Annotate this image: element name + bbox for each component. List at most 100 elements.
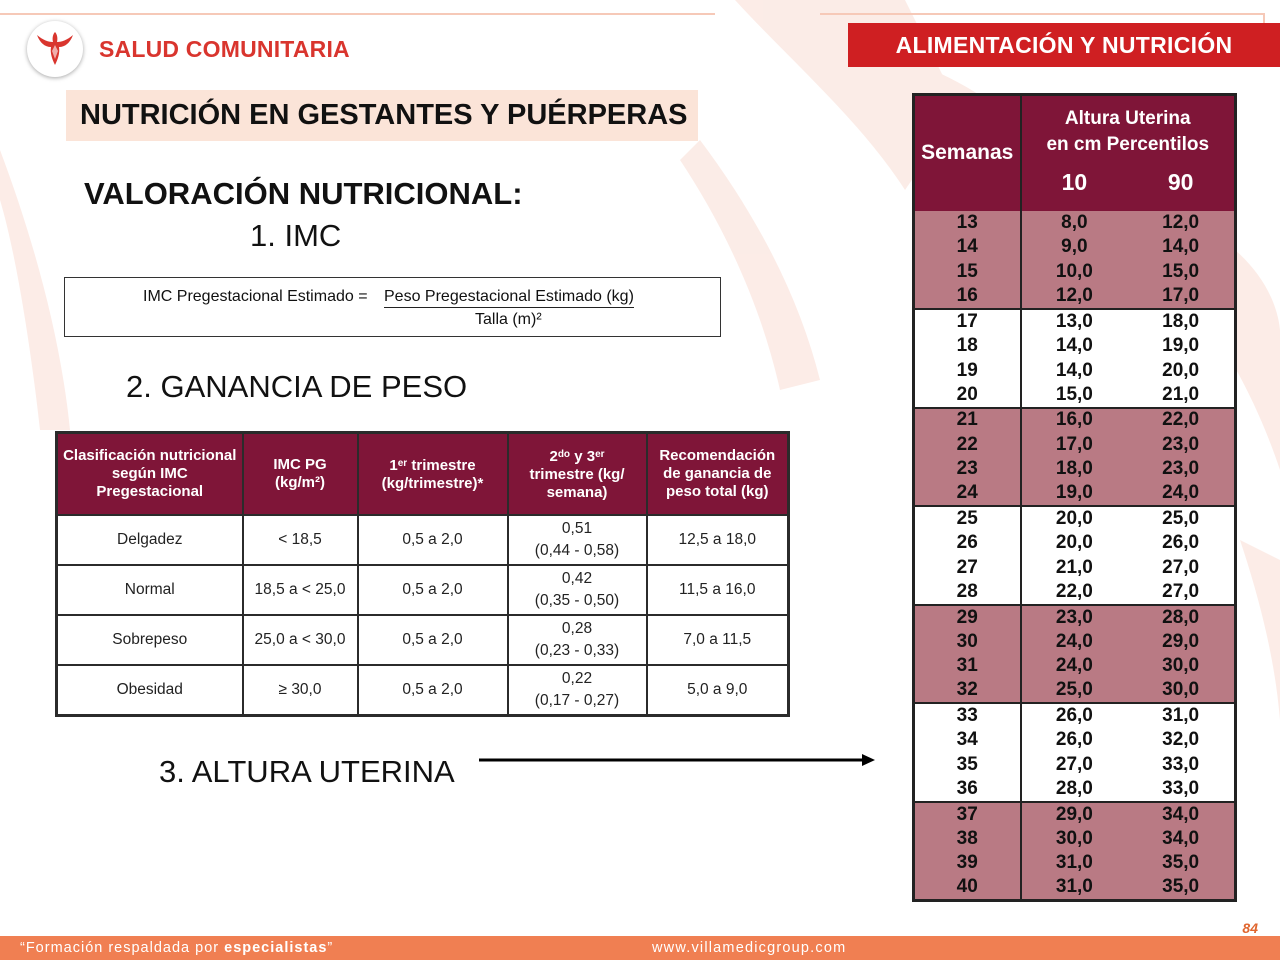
cell-total-gain: 11,5 a 16,0	[645, 563, 790, 616]
cell-p10: 30,0	[1020, 826, 1128, 852]
cell-p10: 12,0	[1020, 284, 1128, 310]
footer-bar: “Formación respaldada por especialistas”…	[0, 920, 1280, 960]
cell-p10: 14,0	[1020, 333, 1128, 359]
cell-week: 29	[913, 603, 1022, 630]
cell-total-gain: 5,0 a 9,0	[645, 663, 790, 716]
cell-week: 25	[913, 505, 1022, 531]
table-row: 20 15,0 21,0	[913, 382, 1236, 408]
cell-p10: 19,0	[1020, 481, 1128, 507]
table-row: 14 9,0 14,0	[913, 235, 1236, 260]
cell-p10: 10,0	[1020, 259, 1128, 285]
cell-p90: 26,0	[1127, 530, 1236, 556]
table-row: 38 30,0 34,0	[913, 826, 1236, 852]
formula-denominator: Talla (m)²	[475, 311, 542, 328]
cell-p90: 33,0	[1127, 777, 1236, 802]
cell-week: 21	[913, 406, 1022, 433]
cell-value: 0,51	[561, 519, 593, 537]
cell-p90: 28,0	[1127, 603, 1236, 630]
cell-p90: 14,0	[1127, 235, 1236, 260]
table-row: 30 24,0 29,0	[913, 629, 1236, 655]
cell-p10: 20,0	[1020, 505, 1128, 531]
cell-p90: 34,0	[1127, 826, 1236, 852]
table-row: 32 25,0 30,0	[913, 678, 1236, 704]
cell-p90: 33,0	[1127, 752, 1236, 778]
cell-p10: 13,0	[1020, 308, 1128, 334]
table-header-row: 10 90	[914, 164, 1236, 211]
cell-week: 22	[913, 432, 1022, 457]
table-row: 22 17,0 23,0	[913, 432, 1236, 457]
footer-tagline-close: ”	[327, 940, 334, 956]
cell-p90: 18,0	[1127, 308, 1236, 334]
column-header: IMC PG (kg/m²)	[241, 431, 359, 516]
cell-p90: 25,0	[1127, 505, 1236, 531]
cell-week: 36	[913, 777, 1022, 802]
footer-website-link[interactable]: www.villamedicgroup.com	[652, 940, 847, 956]
cell-p90: 19,0	[1127, 333, 1236, 359]
brand-name: SALUD COMUNITARIA	[99, 36, 350, 62]
cell-week: 18	[913, 333, 1022, 359]
cell-value: 0,42	[561, 569, 593, 587]
column-header-p90: 90	[1127, 164, 1236, 211]
cell-second-third-trimester: 0,28 (0,23 - 0,33)	[506, 613, 648, 666]
table-row: 26 20,0 26,0	[913, 530, 1236, 556]
header-line: 2	[549, 447, 558, 465]
cell-p90: 15,0	[1127, 259, 1236, 285]
cell-p10: 24,0	[1020, 629, 1128, 655]
cell-p10: 16,0	[1020, 406, 1128, 433]
section-tag: ALIMENTACIÓN Y NUTRICIÓN	[848, 23, 1280, 67]
weight-gain-table: Clasificación nutricional según IMC Preg…	[55, 431, 790, 717]
table-row: 40 31,0 35,0	[913, 875, 1236, 901]
cell-p10: 27,0	[1020, 752, 1128, 778]
cell-p90: 31,0	[1127, 702, 1236, 728]
cell-week: 14	[913, 235, 1022, 260]
slide-subtitle: NUTRICIÓN EN GESTANTES Y PUÉRPERAS	[66, 90, 698, 141]
top-decor-line	[820, 13, 1265, 15]
item-imc: 1. IMC	[250, 218, 342, 253]
column-header-weeks: Semanas	[913, 94, 1022, 211]
cell-p90: 24,0	[1127, 481, 1236, 507]
table-row: 13 8,0 12,0	[913, 210, 1236, 236]
cell-week: 16	[913, 284, 1022, 310]
uterine-height-table: Semanas Altura Uterina en cm Percentilos…	[912, 93, 1237, 902]
cell-second-third-trimester: 0,22 (0,17 - 0,27)	[506, 663, 648, 716]
cell-week: 26	[913, 530, 1022, 556]
cell-p90: 12,0	[1127, 210, 1236, 236]
cell-p90: 35,0	[1127, 875, 1236, 901]
header-line: trimestre	[407, 456, 476, 474]
table-row: Obesidad ≥ 30,0 0,5 a 2,0 0,22 (0,17 - 0,…	[55, 663, 790, 716]
cell-p10: 31,0	[1020, 875, 1128, 901]
formula-numerator: Peso Pregestacional Estimado (kg)	[384, 288, 634, 308]
cell-first-trimester: 0,5 a 2,0	[356, 563, 509, 616]
cell-week: 35	[913, 752, 1022, 778]
arrow-right-icon	[479, 754, 875, 766]
cell-p10: 24,0	[1020, 654, 1128, 679]
table-row: 17 13,0 18,0	[913, 308, 1236, 334]
cell-classification: Delgadez	[55, 513, 244, 566]
header-line: (kg/m²)	[275, 473, 325, 491]
cell-range: (0,17 - 0,27)	[534, 691, 620, 709]
header-line: IMC PG	[273, 455, 327, 473]
item-uterine-height: 3. ALTURA UTERINA	[159, 754, 455, 789]
cell-week: 39	[913, 851, 1022, 876]
header-line: 1	[389, 456, 398, 474]
slide-subtitle-text: NUTRICIÓN EN GESTANTES Y PUÉRPERAS	[80, 99, 688, 131]
cell-p10: 21,0	[1020, 555, 1128, 581]
formula-lhs: IMC Pregestacional Estimado =	[143, 288, 368, 305]
column-header: 1er trimestre (kg/trimestre)*	[356, 431, 509, 516]
cell-second-third-trimester: 0,51 (0,44 - 0,58)	[506, 513, 648, 566]
table-row: Normal 18,5 a < 25,0 0,5 a 2,0 0,42 (0,35…	[55, 563, 790, 616]
cell-p10: 17,0	[1020, 432, 1128, 457]
table-row: Sobrepeso 25,0 a < 30,0 0,5 a 2,0 0,28 (0…	[55, 613, 790, 666]
cell-imc: ≥ 30,0	[241, 663, 359, 716]
cell-imc: 25,0 a < 30,0	[241, 613, 359, 666]
cell-week: 37	[913, 800, 1022, 827]
table-row: 39 31,0 35,0	[913, 851, 1236, 876]
cell-classification: Obesidad	[55, 663, 244, 716]
table-row: 31 24,0 30,0	[913, 654, 1236, 679]
cell-week: 27	[913, 555, 1022, 581]
cell-week: 15	[913, 259, 1022, 285]
cell-range: (0,23 - 0,33)	[534, 641, 620, 659]
cell-p90: 20,0	[1127, 358, 1236, 383]
table-row: 24 19,0 24,0	[913, 481, 1236, 507]
cell-classification: Normal	[55, 563, 244, 616]
